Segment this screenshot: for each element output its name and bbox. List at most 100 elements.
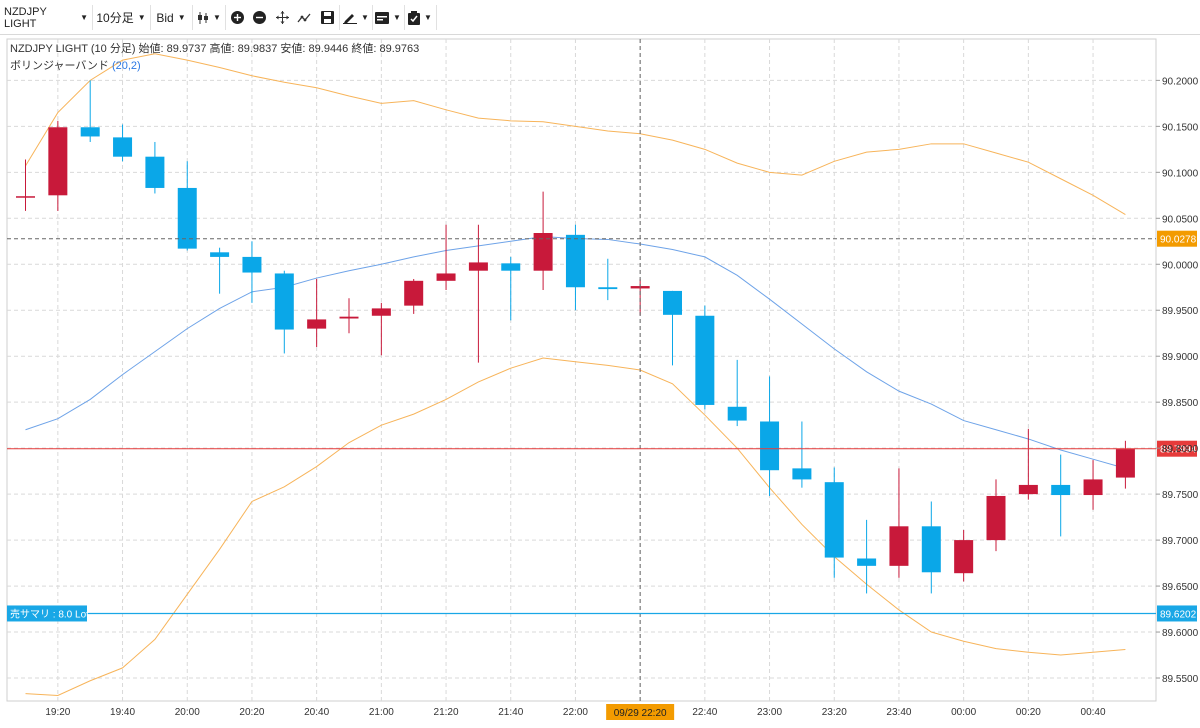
- chevron-down-icon: ▼: [361, 13, 369, 22]
- candle-bullish: [986, 479, 1006, 552]
- line-tool-button[interactable]: [296, 4, 312, 31]
- x-tick-label: 21:20: [434, 707, 459, 718]
- candle-body: [80, 127, 100, 137]
- chevron-down-icon: ▼: [137, 13, 146, 22]
- save-icon: [320, 11, 334, 24]
- candle-bearish: [1051, 454, 1071, 537]
- candle-bearish: [210, 247, 230, 294]
- clipboard-button[interactable]: ▼: [407, 4, 433, 31]
- bollinger-upper-line: [25, 53, 1126, 216]
- symbol-label: NZDJPY LIGHT: [4, 5, 47, 30]
- y-tick-label: 89.7000: [1162, 536, 1199, 547]
- candle-body: [113, 137, 133, 157]
- delete-drawing-icon: [375, 11, 390, 24]
- y-tick-label: 89.7500: [1162, 490, 1199, 501]
- save-button[interactable]: [319, 4, 335, 31]
- candle-bearish: [80, 80, 100, 142]
- x-tick-label: 20:00: [175, 707, 200, 718]
- candle-bullish: [468, 224, 488, 363]
- current-price-tag-text: 89.7994: [1160, 445, 1197, 456]
- candle-body: [177, 187, 197, 249]
- candle-body: [242, 256, 262, 273]
- x-tick-label: 22:40: [692, 707, 717, 718]
- candle-bullish: [436, 224, 456, 291]
- chevron-down-icon: ▼: [177, 13, 186, 22]
- position-price-tag-text: 89.6202: [1160, 609, 1197, 620]
- candle-bullish: [1115, 440, 1135, 489]
- x-tick-label: 00:40: [1081, 707, 1106, 718]
- candle-body: [501, 263, 521, 271]
- candle-body: [339, 316, 359, 319]
- y-tick-label: 89.6500: [1162, 582, 1199, 593]
- candle-body: [695, 315, 715, 405]
- candle-body: [921, 526, 941, 573]
- crosshair-time-bg: [606, 704, 675, 720]
- x-tick-label: 00:00: [951, 707, 976, 718]
- chart-legend: NZDJPY LIGHT (10 分足) 始値: 89.9737 高値: 89.…: [10, 41, 419, 75]
- candlestick-chart[interactable]: 売サマリ : 8.0 Lot 90.0278 89.7994 89.6202 09/29…: [0, 36, 1200, 723]
- chevron-down-icon: ▼: [393, 13, 401, 22]
- chart-type-button[interactable]: ▼: [196, 4, 222, 31]
- candle-bullish: [339, 298, 359, 334]
- candle-body: [986, 495, 1006, 541]
- symbol-select[interactable]: NZDJPY LIGHT ▼: [4, 4, 88, 31]
- plot-frame: [6, 38, 1157, 702]
- clipboard-icon: [408, 10, 421, 25]
- y-tick-label: 89.5500: [1162, 674, 1199, 685]
- candle-body: [1083, 479, 1103, 496]
- candle-bearish: [921, 501, 941, 594]
- candle-bearish: [145, 141, 165, 194]
- price-type-select[interactable]: Bid ▼: [153, 4, 189, 31]
- crosshair-price-tag-bg: [1157, 230, 1197, 247]
- crosshair-price-tag-text: 90.0278: [1160, 235, 1197, 246]
- candle-bearish: [177, 161, 197, 251]
- y-tick-label: 90.1500: [1162, 122, 1199, 133]
- candle-bearish: [663, 290, 682, 366]
- candle-type-icon: [198, 11, 209, 24]
- price-type-label: Bid: [156, 10, 174, 25]
- zoom-out-button[interactable]: [251, 4, 267, 31]
- candle-body: [210, 252, 230, 257]
- x-tick-label: 20:20: [239, 707, 264, 718]
- candle-body: [468, 262, 488, 271]
- x-tick-label: 23:40: [886, 707, 911, 718]
- period-label: 10分足: [96, 11, 134, 25]
- candle-body: [48, 127, 68, 196]
- draw-button[interactable]: ▼: [343, 4, 369, 31]
- crosshair-time-text: 09/29 22:20: [614, 708, 667, 719]
- crosshair-move-icon: [275, 11, 289, 24]
- candle-body: [1115, 449, 1135, 478]
- candle-body: [663, 290, 682, 315]
- x-tick-label: 22:00: [563, 707, 588, 718]
- move-button[interactable]: [274, 4, 290, 31]
- candle-body: [1051, 484, 1071, 496]
- candle-body: [760, 421, 780, 471]
- candle-bearish: [695, 305, 715, 410]
- candle-body: [274, 273, 294, 330]
- chart-area[interactable]: 売サマリ : 8.0 Lot 90.0278 89.7994 89.6202 09/29…: [0, 36, 1200, 723]
- draw-pen-icon: [343, 14, 358, 24]
- zoom-in-button[interactable]: [229, 4, 245, 31]
- candle-bearish: [113, 124, 133, 162]
- candle-body: [824, 482, 844, 558]
- position-summary-label: 売サマリ : 8.0 Lot: [7, 605, 89, 622]
- candle-bullish: [1083, 460, 1103, 510]
- candle-body: [857, 558, 877, 566]
- y-tick-label: 90.0000: [1162, 260, 1199, 271]
- candle-body: [371, 308, 391, 316]
- candle-body: [1018, 484, 1038, 495]
- position-price-tag-bg: [1157, 605, 1197, 622]
- y-tick-label: 89.9500: [1162, 306, 1199, 317]
- x-tick-label: 00:20: [1016, 707, 1041, 718]
- current-price-tag: 89.7994: [1157, 440, 1197, 457]
- chart-toolbar: NZDJPY LIGHT ▼ 10分足 ▼ Bid ▼ ▼: [0, 0, 1200, 35]
- candle-bearish: [792, 421, 812, 488]
- period-select[interactable]: 10分足 ▼: [95, 4, 147, 31]
- x-tick-label: 21:00: [369, 707, 394, 718]
- candle-bearish: [727, 359, 747, 427]
- candle-bullish: [16, 159, 35, 211]
- x-tick-label: 23:20: [822, 707, 847, 718]
- delete-drawing-button[interactable]: ▼: [375, 4, 401, 31]
- x-tick-label: 19:20: [45, 707, 70, 718]
- candle-bearish: [242, 241, 262, 303]
